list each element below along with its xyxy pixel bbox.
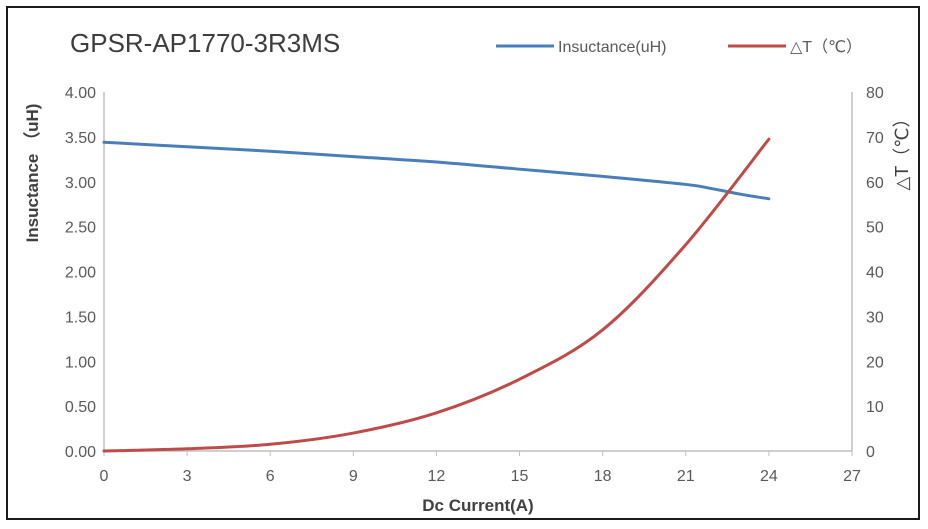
x-tick-label: 3	[183, 468, 192, 485]
y2-tick-label: 10	[866, 399, 884, 416]
series-line-temperature-rise	[102, 137, 771, 453]
y2-tick-label: 50	[866, 220, 884, 237]
x-tick-label: 9	[349, 468, 358, 485]
x-tick-label: 18	[594, 468, 612, 485]
y2-axis-title: △T（℃）	[892, 109, 912, 190]
x-tick-label: 0	[100, 468, 109, 485]
x-ticks: 0 3 6 9 12 15 18 21 24 27	[100, 451, 861, 485]
y-tick-label: 4.00	[65, 85, 96, 102]
y2-tick-label: 70	[866, 130, 884, 147]
y2-tick-label: 80	[866, 85, 884, 102]
x-tick-label: 15	[511, 468, 529, 485]
y-tick-label: 1.50	[65, 309, 96, 326]
legend-label: △T（℃）	[790, 38, 862, 56]
y2-tick-label: 20	[866, 354, 884, 371]
y2-tick-label: 60	[866, 175, 884, 192]
chart-svg: GPSR-AP1770-3R3MS Insuctance(uH) △T（℃） 0 3…	[22, 28, 912, 515]
y-axis-title: Insuctance （uH)	[22, 104, 42, 243]
y-tick-label: 3.00	[65, 175, 96, 192]
y2-ticks: 0 10 20 30 40 50 60 70 80	[866, 85, 884, 461]
plot-area: 0 3 6 9 12 15 18 21 24 27 0.00 0.50 1.00 1.50 2.00 2.5…	[65, 85, 884, 485]
x-axis-title: Dc Current(A)	[422, 496, 533, 515]
x-tick-label: 24	[760, 468, 778, 485]
y-tick-label: 0.00	[65, 444, 96, 461]
y2-tick-label: 0	[866, 444, 875, 461]
y-tick-label: 2.00	[65, 265, 96, 282]
legend-label: Insuctance(uH)	[558, 39, 667, 56]
legend: Insuctance(uH) △T（℃）	[496, 38, 862, 56]
y-tick-label: 0.50	[65, 399, 96, 416]
x-tick-label: 12	[428, 468, 446, 485]
y-tick-label: 3.50	[65, 130, 96, 147]
y2-tick-label: 40	[866, 265, 884, 282]
x-tick-label: 21	[677, 468, 695, 485]
x-tick-label: 6	[266, 468, 275, 485]
y-tick-label: 2.50	[65, 220, 96, 237]
series-line-inductance	[102, 140, 771, 201]
y-tick-label: 1.00	[65, 354, 96, 371]
series-layer	[102, 137, 771, 453]
y2-tick-label: 30	[866, 309, 884, 326]
chart-title: GPSR-AP1770-3R3MS	[70, 28, 340, 58]
chart-frame: GPSR-AP1770-3R3MS Insuctance(uH) △T（℃） 0 3…	[6, 6, 920, 520]
x-tick-label: 27	[843, 468, 861, 485]
y-ticks: 0.00 0.50 1.00 1.50 2.00 2.50 3.00 3.50 4.00	[65, 85, 96, 461]
